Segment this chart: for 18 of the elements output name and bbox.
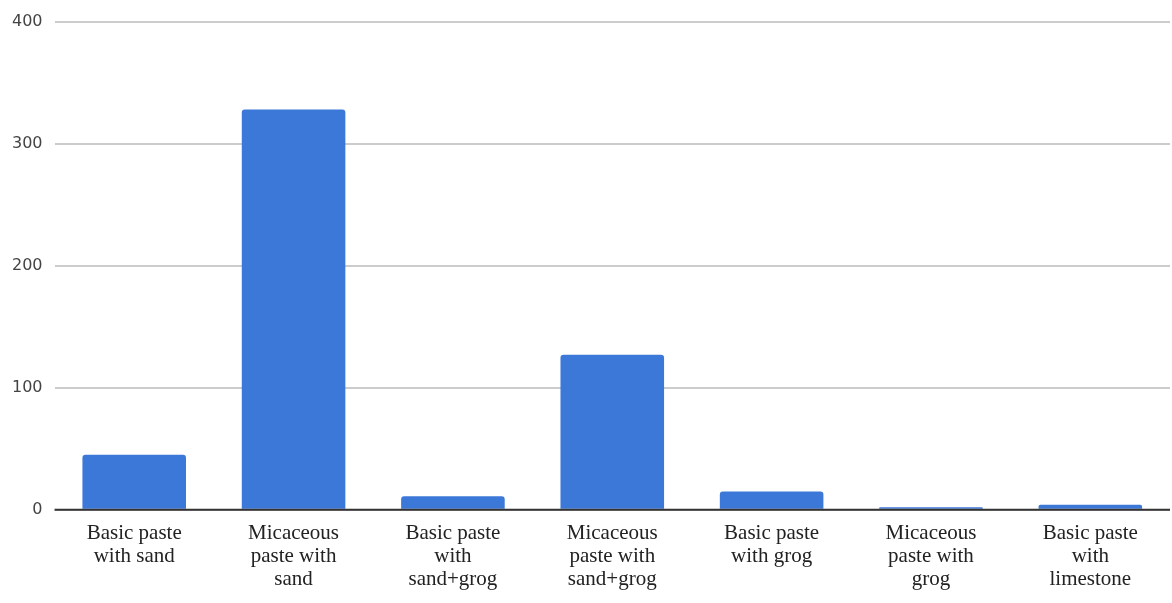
y-tick-label: 100 <box>11 376 43 396</box>
x-tick-label: Basic paste with sand <box>86 519 182 567</box>
x-tick-label: Basic paste with sand+grog <box>405 519 501 590</box>
bar <box>719 491 824 509</box>
x-tick-label: Basic paste with grog <box>724 519 820 567</box>
x-tick-label: Micaceous paste with sand <box>248 519 340 590</box>
y-tick-label: 400 <box>11 10 43 30</box>
x-tick-label: Basic paste with limestone <box>1042 519 1138 590</box>
x-tick-label: Micaceous paste with sand+grog <box>566 519 658 590</box>
bar <box>1038 504 1143 509</box>
bar <box>401 496 505 509</box>
bar <box>241 109 346 509</box>
y-tick-label: 0 <box>32 498 43 518</box>
y-tick-label: 200 <box>11 254 43 274</box>
bar <box>82 454 186 509</box>
y-tick-label: 300 <box>11 132 43 152</box>
bar <box>560 354 665 509</box>
x-tick-label: Micaceous paste with grog <box>885 519 977 590</box>
